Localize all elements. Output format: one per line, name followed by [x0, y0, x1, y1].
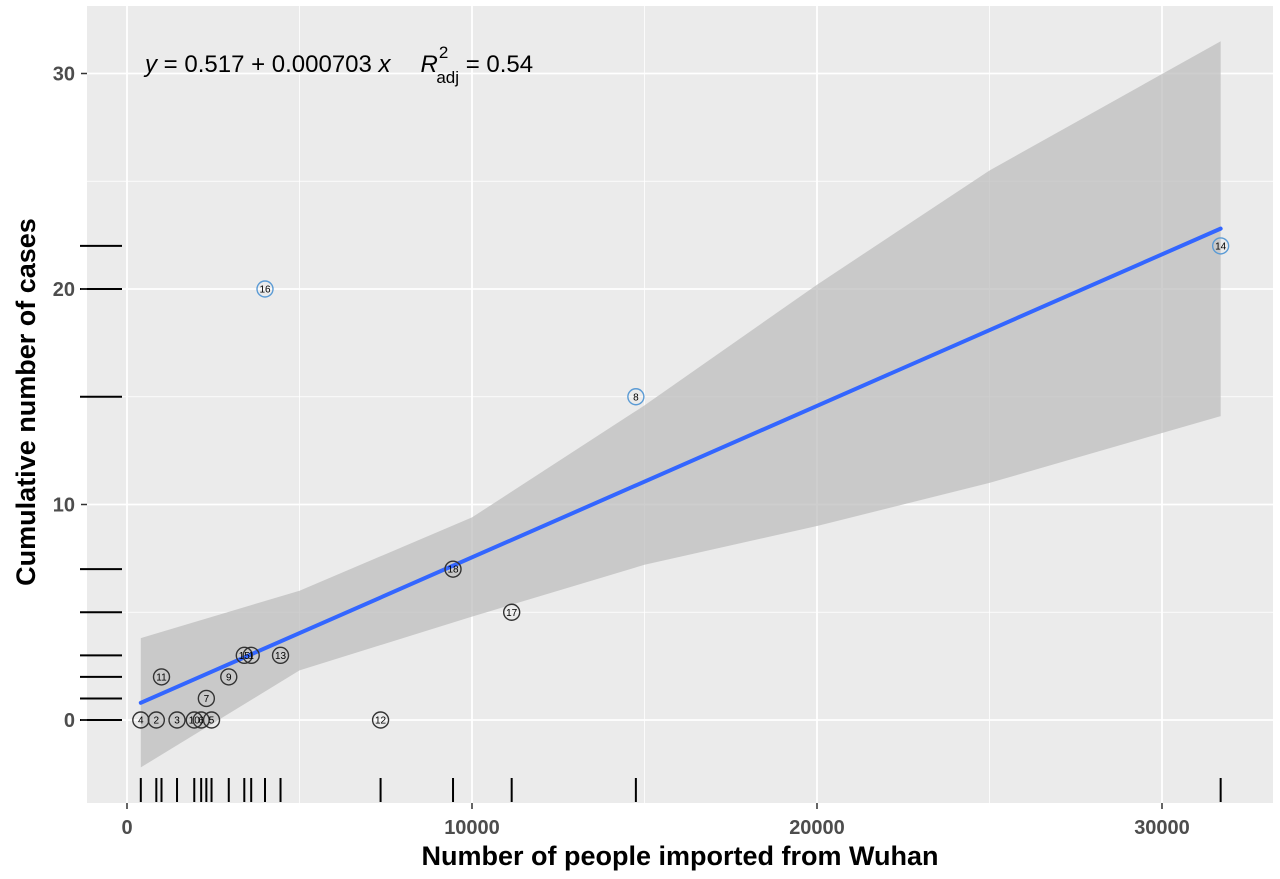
- data-point: 8: [627, 388, 645, 406]
- point-label: 12: [375, 716, 387, 727]
- y-axis: 0 10 20 30: [53, 64, 87, 732]
- point-marker: [185, 711, 203, 729]
- data-point: 3: [168, 711, 186, 729]
- point-marker: [235, 646, 254, 665]
- point-marker: [192, 711, 210, 729]
- regression-line: [138, 226, 1223, 705]
- point-label: 4: [138, 716, 144, 727]
- data-point: 17: [502, 603, 521, 621]
- equation-rhs: = 0.517 + 0.000703: [157, 51, 379, 78]
- x-tick-label: 10000: [444, 817, 500, 839]
- point-label: 17: [506, 608, 518, 619]
- r2-superscript: 2: [439, 43, 448, 62]
- point-label: 1: [248, 651, 254, 662]
- regression-equation: y = 0.517 + 0.000703 x R2 adj = 0.54: [143, 43, 533, 87]
- point-marker: [444, 560, 462, 578]
- x-tick-label: 20000: [789, 817, 845, 839]
- data-point: 2: [147, 711, 166, 729]
- data-point: 11: [152, 668, 171, 686]
- x-tick-label: 30000: [1134, 817, 1190, 839]
- data-point: 18: [444, 560, 462, 578]
- point-label: 11: [156, 672, 167, 683]
- point-marker: [242, 646, 260, 665]
- y-tick-label: 0: [64, 710, 75, 732]
- r2-subscript: adj: [436, 68, 459, 87]
- data-point: 15: [235, 646, 254, 665]
- point-label: 3: [174, 716, 180, 727]
- data-point: 13: [271, 646, 290, 665]
- r2-value: = 0.54: [459, 51, 533, 78]
- point-label: 9: [226, 672, 232, 683]
- y-tick-label: 30: [53, 64, 75, 86]
- r2-symbol: R: [421, 51, 438, 78]
- x-axis: 0 10000 20000 30000: [121, 803, 1190, 839]
- point-marker: [371, 711, 390, 729]
- data-point: 9: [220, 668, 238, 686]
- point-marker: [202, 711, 221, 729]
- point-marker: [220, 668, 238, 686]
- point-label: 18: [447, 565, 459, 576]
- point-marker: [1211, 237, 1230, 255]
- point-label: 8: [633, 392, 639, 403]
- y-tick-label: 10: [53, 495, 75, 517]
- data-point: 14: [1211, 237, 1230, 255]
- data-point: 16: [256, 280, 274, 298]
- data-points: 4 2 3 106 5 11 7 9 151 13 12 18 17 8 16 14: [132, 237, 1230, 729]
- point-label: 15: [239, 651, 251, 662]
- x-axis-title: Number of people imported from Wuhan: [421, 841, 938, 871]
- point-label: 14: [1215, 241, 1227, 252]
- point-marker: [147, 711, 166, 729]
- point-label: 2: [154, 716, 160, 727]
- point-label: 7: [204, 694, 210, 705]
- point-marker: [271, 646, 290, 665]
- x-tick-label: 0: [121, 817, 132, 839]
- point-marker: [256, 280, 274, 298]
- equation-var: x: [378, 51, 392, 78]
- point-label: 13: [275, 651, 287, 662]
- data-point: 6: [192, 711, 210, 729]
- data-point: 1: [242, 646, 260, 665]
- point-marker: [152, 668, 171, 686]
- point-label: 6: [198, 716, 204, 727]
- point-label: 16: [259, 285, 271, 296]
- data-point: 7: [197, 689, 216, 708]
- equation-lhs: y: [143, 51, 159, 78]
- point-label: 10: [189, 716, 201, 727]
- point-marker: [627, 388, 645, 406]
- data-point: 10: [185, 711, 203, 729]
- y-tick-label: 20: [53, 279, 75, 301]
- point-marker: [502, 603, 521, 621]
- data-point: 12: [371, 711, 390, 729]
- point-label: 5: [209, 716, 215, 727]
- y-axis-title: Cumulative number of cases: [11, 218, 41, 586]
- data-point: 5: [202, 711, 221, 729]
- point-marker: [168, 711, 186, 729]
- point-marker: [197, 689, 216, 708]
